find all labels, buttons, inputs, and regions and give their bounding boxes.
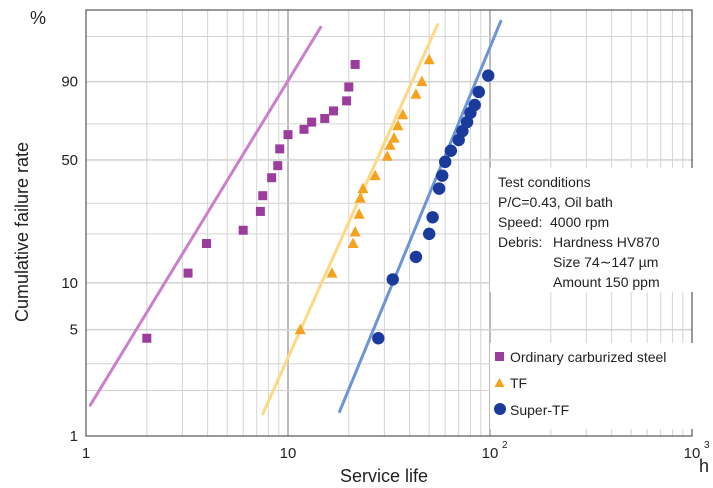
- y-tick-label: 5: [70, 322, 78, 339]
- legend-marker-circle: [494, 403, 506, 415]
- y-tick-label: 10: [61, 275, 78, 292]
- data-point-square: [238, 225, 248, 235]
- y-tick-labels: 1 5 10 50 90: [61, 74, 78, 445]
- data-point-square: [258, 191, 268, 201]
- data-point-square: [283, 130, 293, 140]
- data-point-circle: [426, 211, 439, 224]
- annotation-line-4-value: Size 74∼147 µm: [553, 254, 658, 270]
- data-point-triangle: [326, 267, 338, 278]
- data-point-triangle: [392, 119, 404, 131]
- x-unit-label: h: [699, 456, 709, 476]
- legend-label: Ordinary carburized steel: [510, 349, 666, 365]
- fit-line-square: [88, 25, 323, 407]
- x-axis-title: Service life: [340, 466, 428, 486]
- x-tick-exponent: 2: [502, 440, 508, 451]
- data-point-square: [267, 173, 277, 183]
- data-point-circle: [432, 182, 446, 195]
- x-tick-label: 10: [684, 445, 701, 462]
- data-point-square: [307, 117, 317, 127]
- data-point-triangle: [384, 139, 396, 150]
- y-unit-label: %: [30, 8, 46, 28]
- data-point-triangle: [354, 192, 366, 203]
- data-point-square: [183, 268, 193, 278]
- x-tick-label: 10: [482, 445, 499, 462]
- data-point-square: [342, 96, 352, 106]
- data-point-square: [344, 82, 354, 92]
- data-point-circle: [482, 69, 495, 82]
- legend-marker-square: [495, 352, 504, 361]
- data-point-triangle: [397, 108, 409, 120]
- fit-line-triangle: [261, 23, 440, 416]
- data-point-triangle: [353, 208, 365, 219]
- annotation-line-2-label: Speed:: [498, 214, 542, 230]
- fit-lines: [88, 19, 503, 416]
- data-point-square: [202, 239, 212, 249]
- legend-item-ordinary-carburized-steel: Ordinary carburized steel: [495, 349, 666, 365]
- data-point-triangle: [423, 53, 435, 65]
- annotation-line-2-value: 4000 rpm: [550, 214, 609, 230]
- data-point-square: [275, 144, 285, 154]
- y-tick-label: 1: [70, 428, 78, 445]
- data-point-square: [329, 106, 339, 116]
- data-point-triangle: [369, 169, 381, 181]
- legend: Ordinary carburized steel TF Super-TF: [490, 343, 695, 429]
- data-point-square: [142, 333, 152, 343]
- legend-marker-triangle: [494, 378, 505, 387]
- data-point-square: [299, 124, 309, 134]
- legend-label: Super-TF: [510, 402, 569, 418]
- data-point-circle: [386, 273, 399, 286]
- data-point-triangle: [294, 323, 306, 335]
- legend-item-tf: TF: [494, 375, 527, 391]
- data-point-triangle: [347, 237, 359, 249]
- data-point-circle: [372, 332, 385, 345]
- data-point-triangle: [381, 150, 393, 161]
- y-tick-label: 50: [61, 152, 78, 169]
- annotation-line-3-value: Hardness HV870: [553, 234, 660, 250]
- legend-label: TF: [510, 375, 527, 391]
- data-points: [142, 53, 495, 345]
- data-point-circle: [472, 85, 485, 99]
- test-conditions-box: Test conditions P/C=0.43, Oil bath Speed…: [490, 168, 695, 292]
- data-point-circle: [468, 98, 481, 112]
- data-point-triangle: [410, 88, 422, 99]
- data-point-circle: [422, 227, 436, 241]
- fit-line-circle: [338, 19, 503, 414]
- legend-background: [490, 343, 695, 429]
- data-point-circle: [436, 169, 449, 182]
- y-tick-label: 90: [61, 74, 78, 91]
- x-tick-labels: 1 10 10 2 10 3: [82, 440, 710, 462]
- data-point-triangle: [349, 226, 361, 237]
- annotation-line-1: P/C=0.43, Oil bath: [498, 194, 613, 210]
- data-point-circle: [409, 250, 423, 264]
- data-point-triangle: [388, 132, 400, 143]
- x-tick-label: 1: [82, 445, 90, 462]
- x-tick-label: 10: [280, 445, 297, 462]
- annotation-line-0: Test conditions: [498, 174, 591, 190]
- data-point-square: [320, 113, 330, 123]
- data-point-triangle: [357, 182, 369, 194]
- data-point-square: [273, 161, 283, 171]
- annotation-line-5-value: Amount 150 ppm: [553, 274, 660, 290]
- data-point-circle: [444, 144, 458, 157]
- y-axis-title: Cumulative failure rate: [12, 142, 32, 322]
- data-point-square: [350, 59, 360, 69]
- annotation-background: [490, 168, 695, 292]
- x-tick-exponent: 3: [704, 440, 710, 451]
- data-point-triangle: [416, 75, 428, 87]
- legend-item-super-tf: Super-TF: [494, 402, 569, 418]
- annotation-line-3-label: Debris:: [498, 234, 542, 250]
- data-point-square: [255, 206, 265, 216]
- data-point-circle: [438, 155, 452, 169]
